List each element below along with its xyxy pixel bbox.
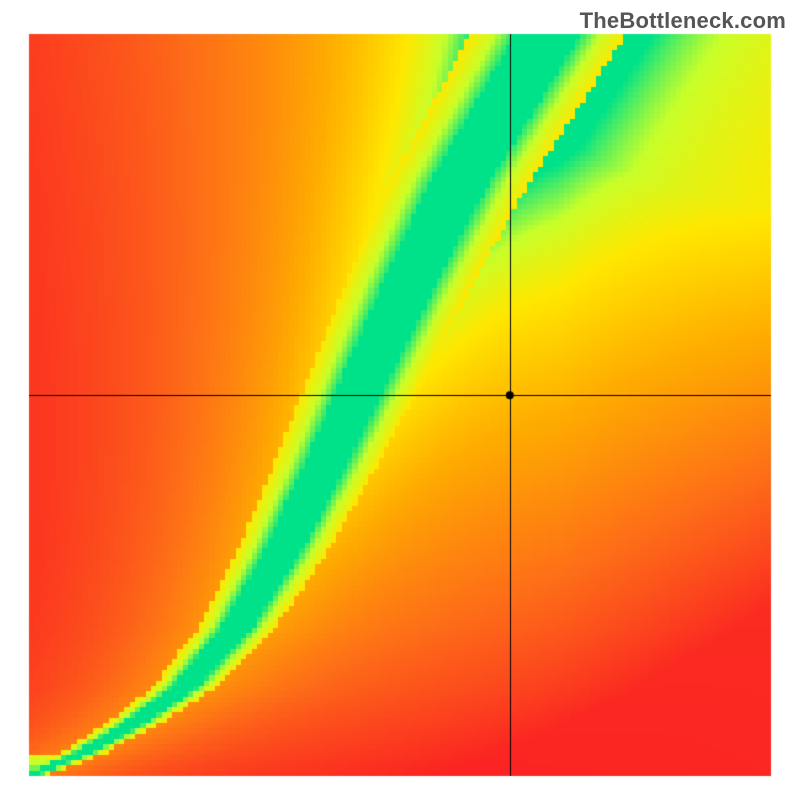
watermark-text: TheBottleneck.com: [580, 8, 786, 34]
bottleneck-heatmap-canvas: [0, 0, 800, 800]
chart-container: TheBottleneck.com: [0, 0, 800, 800]
